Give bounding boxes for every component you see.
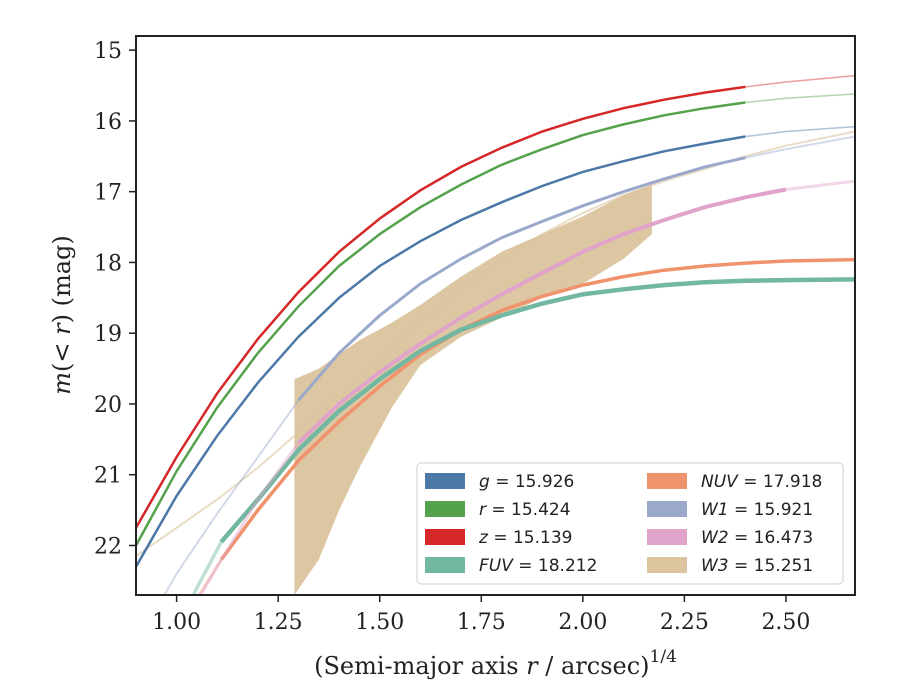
legend-label-w2: W2 = 16.473 — [701, 528, 813, 548]
y-tick-label: 22 — [94, 534, 122, 559]
legend-swatch-w3 — [647, 557, 687, 573]
x-tick-label: 1.75 — [457, 610, 506, 635]
w3-uncertainty-band — [294, 184, 652, 595]
x-axis: 1.00 1.25 1.50 1.75 2.00 2.25 2.50 — [152, 595, 810, 635]
legend-label-fuv: FUV = 18.212 — [479, 556, 597, 576]
series-w2-line — [297, 187, 787, 445]
y-tick-label: 21 — [94, 464, 122, 489]
x-tick-label: 2.25 — [660, 610, 709, 635]
y-tick-label: 17 — [94, 181, 122, 206]
x-label-text: (Semi-major axis r / arcsec)1/4 — [314, 647, 677, 680]
legend-label-r: r = 15.424 — [479, 500, 571, 520]
series-fuv-line — [219, 277, 855, 544]
y-tick-label: 19 — [94, 322, 122, 347]
series-z-line — [136, 85, 746, 529]
legend-label-w3: W3 = 15.251 — [701, 556, 813, 576]
legend-box — [416, 462, 844, 585]
legend-swatch-z — [425, 529, 465, 545]
legend-swatch-w1 — [647, 501, 687, 517]
series-r-line — [136, 101, 746, 547]
y-tick-label: 15 — [94, 39, 122, 64]
x-tick-label: 1.00 — [152, 610, 201, 635]
legend-label-g: g = 15.926 — [479, 472, 574, 492]
y-axis: 15 16 17 18 19 20 21 22 — [94, 39, 136, 559]
legend-label-w1: W1 = 15.921 — [701, 500, 813, 520]
legend-label-z: z = 15.139 — [478, 528, 572, 548]
y-tick-label: 20 — [94, 393, 122, 418]
legend-label-nuv: NUV = 17.918 — [701, 472, 822, 492]
x-tick-label: 2.00 — [558, 610, 607, 635]
legend-swatch-g — [425, 473, 465, 489]
legend: g = 15.926 r = 15.424 z = 15.139 FUV = 18.2… — [416, 462, 844, 585]
x-tick-label: 2.50 — [761, 610, 810, 635]
legend-swatch-r — [425, 501, 465, 517]
y-tick-label: 16 — [94, 110, 122, 135]
plot-frame — [135, 35, 856, 596]
x-tick-label: 1.25 — [254, 610, 303, 635]
series-nuv-line — [219, 257, 855, 561]
series-w1-line — [297, 156, 746, 402]
legend-swatch-nuv — [647, 473, 687, 489]
y-tick-label: 18 — [94, 251, 122, 276]
legend-swatch-w2 — [647, 529, 687, 545]
legend-swatch-fuv — [425, 557, 465, 573]
x-tick-label: 1.50 — [355, 610, 404, 635]
x-axis-label: (Semi-major axis r / arcsec)1/4 — [314, 647, 677, 680]
plot-area — [136, 74, 855, 595]
series-g-line — [136, 135, 746, 568]
y-axis-label: m(< r) (mag) — [48, 235, 76, 395]
